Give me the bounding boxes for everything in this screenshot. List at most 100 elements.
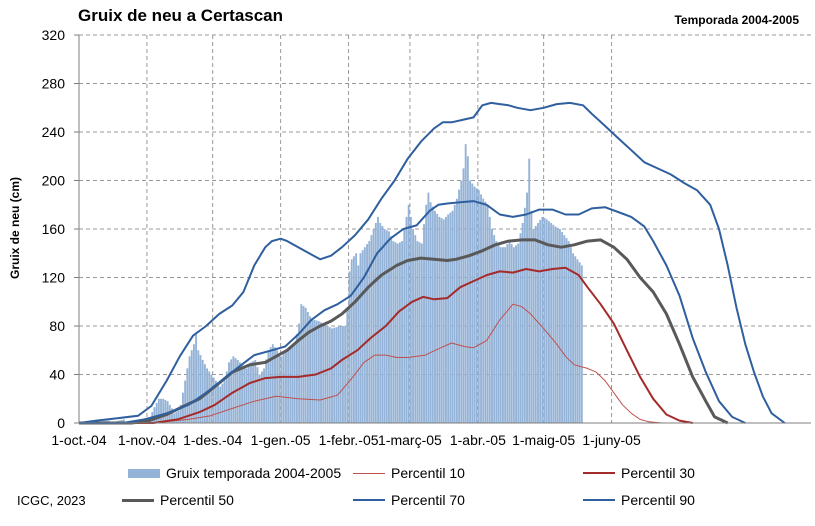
snow-depth-bar: [499, 247, 502, 423]
y-tick-label: 0: [57, 415, 65, 431]
snow-depth-bar: [464, 144, 467, 423]
chart-title: Gruix de neu a Certascan: [78, 6, 284, 25]
snow-depth-bar: [460, 180, 463, 423]
snow-depth-bar: [120, 419, 123, 423]
snow-depth-bar: [317, 321, 320, 423]
snow-depth-bar: [177, 410, 180, 423]
legend-swatch-p70: [353, 499, 385, 501]
snow-depth-bar: [504, 247, 507, 423]
legend-label: Percentil 50: [160, 492, 234, 508]
snow-depth-bar: [447, 214, 450, 423]
snow-depth-bar: [420, 243, 423, 423]
legend-swatch-p50: [122, 498, 154, 502]
snow-depth-bar: [265, 359, 268, 423]
snow-depth-bar: [280, 356, 283, 423]
snow-depth-bar: [219, 386, 222, 423]
snow-depth-bar: [328, 327, 331, 423]
snow-depth-bar: [263, 368, 265, 423]
snow-depth-bar: [554, 226, 557, 423]
x-tick-label: 1-maig-05: [512, 432, 575, 448]
snow-depth-bar: [491, 229, 493, 423]
snow-depth-bar: [512, 247, 515, 423]
legend-item-p30: Percentil 30: [583, 465, 695, 481]
snow-depth-bar: [501, 247, 504, 423]
snow-depth-bar: [569, 247, 572, 423]
snow-depth-bar: [208, 371, 211, 423]
y-tick-label: 200: [42, 173, 66, 189]
snow-depth-bar: [462, 168, 465, 423]
snow-depth-bar: [488, 216, 491, 423]
snow-depth-bar: [497, 244, 500, 423]
y-tick-label: 240: [42, 124, 66, 140]
snow-depth-bar: [477, 190, 480, 423]
snow-depth-bar: [357, 265, 360, 423]
snow-depth-bar: [528, 158, 531, 424]
snow-depth-bar: [434, 210, 436, 423]
snow-depth-bar: [276, 350, 279, 423]
x-tick-label: 1-abr.-05: [450, 432, 506, 448]
snow-depth-bar: [368, 241, 371, 423]
snow-depth-bar: [186, 368, 189, 423]
snow-depth-bar: [214, 380, 217, 423]
snow-depth-bar: [455, 198, 458, 423]
snow-depth-bar: [258, 374, 261, 423]
snow-depth-bar: [466, 156, 469, 423]
snow-depth-bar: [232, 356, 235, 423]
y-tick-label: 80: [49, 318, 65, 334]
snow-depth-bar: [287, 349, 290, 423]
snow-depth-bar: [407, 204, 410, 423]
snow-depth-bar: [160, 398, 162, 423]
x-tick-label: 1-oct.-04: [51, 432, 106, 448]
snow-depth-bar: [243, 366, 246, 423]
snow-depth-bar: [537, 222, 539, 423]
y-tick-label: 320: [42, 27, 66, 43]
snow-depth-bar: [306, 312, 309, 423]
snow-depth-bar: [523, 207, 526, 423]
snow-depth-bar: [184, 380, 187, 423]
snow-depth-bar: [267, 350, 270, 423]
x-tick-label: 1-juny-05: [582, 432, 641, 448]
snow-depth-bar: [506, 244, 509, 423]
snow-depth-bar: [398, 242, 401, 423]
snow-depth-bar: [567, 241, 570, 423]
snow-depth-bar: [453, 204, 456, 423]
snow-depth-bar: [295, 333, 298, 423]
snow-depth-bar: [396, 243, 399, 423]
snow-depth-bar: [293, 344, 296, 423]
snow-depth-bar: [469, 180, 471, 423]
snow-depth-bar: [392, 241, 395, 423]
snow-depth-bar: [339, 326, 342, 423]
snow-depth-bar: [153, 407, 156, 423]
x-tick-label: 1-febr.-05: [319, 432, 379, 448]
snow-depth-bar: [195, 334, 198, 423]
snow-depth-bar: [572, 253, 575, 423]
snow-depth-bar: [298, 323, 301, 423]
snow-depth-bar: [558, 229, 561, 423]
snow-depth-bar: [249, 362, 252, 423]
snow-depth-bar: [352, 256, 355, 423]
snow-depth-bar: [427, 192, 430, 423]
snow-depth-bar: [405, 216, 408, 423]
y-tick-label: 280: [42, 76, 66, 92]
legend-label: Percentil 30: [621, 465, 695, 481]
snow-depth-bar: [199, 355, 202, 423]
snow-depth-bar: [285, 350, 287, 423]
snow-depth-bar: [445, 216, 447, 423]
snow-depth-bar: [423, 224, 425, 423]
snow-depth-bar: [175, 412, 178, 423]
snow-depth-bar: [416, 241, 419, 423]
legend-swatch-bars: [128, 468, 160, 478]
snow-depth-bar: [495, 241, 498, 423]
snow-depth-bar: [539, 219, 542, 423]
snow-depth-bar: [274, 347, 276, 423]
x-tick-label: 1-nov.-04: [118, 432, 176, 448]
y-axis-label: Gruix de neu (cm): [8, 176, 22, 279]
snow-depth-bar: [309, 316, 312, 423]
snow-depth-bar: [324, 324, 327, 423]
legend-item-bars: Gruix temporada 2004-2005: [128, 465, 341, 481]
snow-depth-bar: [236, 359, 239, 423]
snow-depth-bar: [335, 327, 338, 423]
series-line-p10: [79, 303, 663, 424]
snow-depth-bar: [486, 204, 489, 423]
snow-depth-bar: [475, 188, 478, 423]
